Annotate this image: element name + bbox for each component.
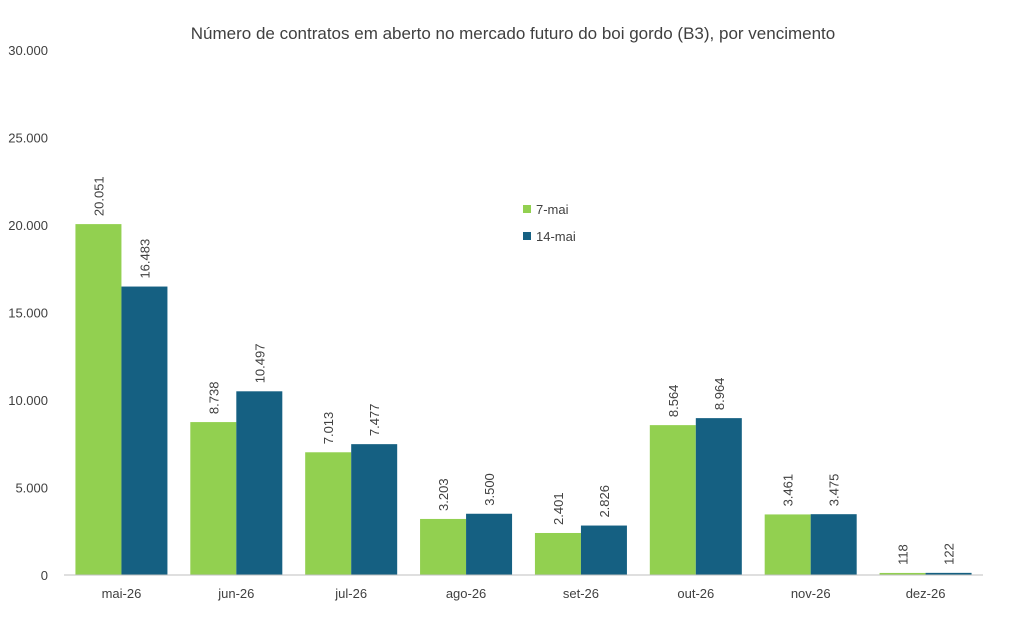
x-tick-label: nov-26: [791, 586, 831, 601]
legend-swatch-7-mai: [523, 205, 531, 213]
legend-label: 14-mai: [536, 229, 576, 244]
data-labels: 20.051 16.483 8.738 10.497 7.013 7.477 3.203 3.…: [91, 176, 956, 565]
x-tick-label: set-26: [563, 586, 599, 601]
data-label: 8.564: [666, 385, 681, 418]
x-axis: mai-26 jun-26 jul-26 ago-26 set-26 out-26 nov-…: [102, 586, 946, 601]
bar-7-mai-out-26: [649, 425, 696, 575]
x-tick-label: jul-26: [334, 586, 367, 601]
bar-7-mai-set-26: [534, 532, 581, 575]
bar-14-mai-jun-26: [236, 391, 283, 575]
data-label: 3.475: [827, 474, 842, 507]
legend-label: 7-mai: [536, 202, 569, 217]
data-label: 20.051: [91, 176, 106, 216]
data-label: 7.477: [367, 404, 382, 437]
data-label: 3.203: [436, 478, 451, 511]
bar-7-mai-jul-26: [305, 452, 352, 575]
bar-7-mai-ago-26: [420, 518, 467, 575]
bar-14-mai-set-26: [580, 525, 627, 575]
bar-14-mai-nov-26: [810, 514, 857, 575]
data-label: 2.401: [551, 492, 566, 525]
legend: 7-mai 14-mai: [523, 202, 576, 244]
bar-7-mai-mai-26: [75, 224, 122, 576]
chart-title: Número de contratos em aberto no mercado…: [191, 24, 835, 43]
bar-14-mai-ago-26: [466, 513, 513, 575]
y-tick-label: 15.000: [8, 306, 48, 321]
data-label: 8.738: [206, 382, 221, 415]
bars: [75, 224, 972, 576]
bar-7-mai-nov-26: [764, 514, 811, 575]
bar-14-mai-mai-26: [121, 286, 168, 575]
data-label: 8.964: [712, 378, 727, 411]
bar-7-mai-jun-26: [190, 422, 237, 575]
x-tick-label: mai-26: [102, 586, 142, 601]
x-tick-label: dez-26: [906, 586, 946, 601]
data-label: 3.500: [482, 473, 497, 506]
legend-swatch-14-mai: [523, 232, 531, 240]
bar-14-mai-dez-26: [925, 572, 972, 575]
bar-14-mai-out-26: [695, 418, 742, 575]
data-label: 3.461: [781, 474, 796, 507]
y-axis: 0 5.000 10.000 15.000 20.000 25.000 30.000: [8, 43, 48, 583]
y-tick-label: 20.000: [8, 218, 48, 233]
data-label: 16.483: [137, 239, 152, 279]
x-tick-label: jun-26: [217, 586, 254, 601]
data-label: 7.013: [321, 412, 336, 445]
y-tick-label: 10.000: [8, 393, 48, 408]
data-label: 118: [896, 544, 911, 565]
y-tick-label: 30.000: [8, 43, 48, 58]
y-tick-label: 25.000: [8, 131, 48, 146]
bar-14-mai-jul-26: [351, 444, 398, 575]
y-tick-label: 0: [41, 568, 48, 583]
y-tick-label: 5.000: [15, 481, 48, 496]
data-label: 10.497: [252, 344, 267, 384]
x-tick-label: out-26: [677, 586, 714, 601]
data-label: 2.826: [597, 485, 612, 518]
bar-7-mai-dez-26: [879, 572, 926, 575]
x-tick-label: ago-26: [446, 586, 486, 601]
data-label: 122: [942, 543, 957, 565]
